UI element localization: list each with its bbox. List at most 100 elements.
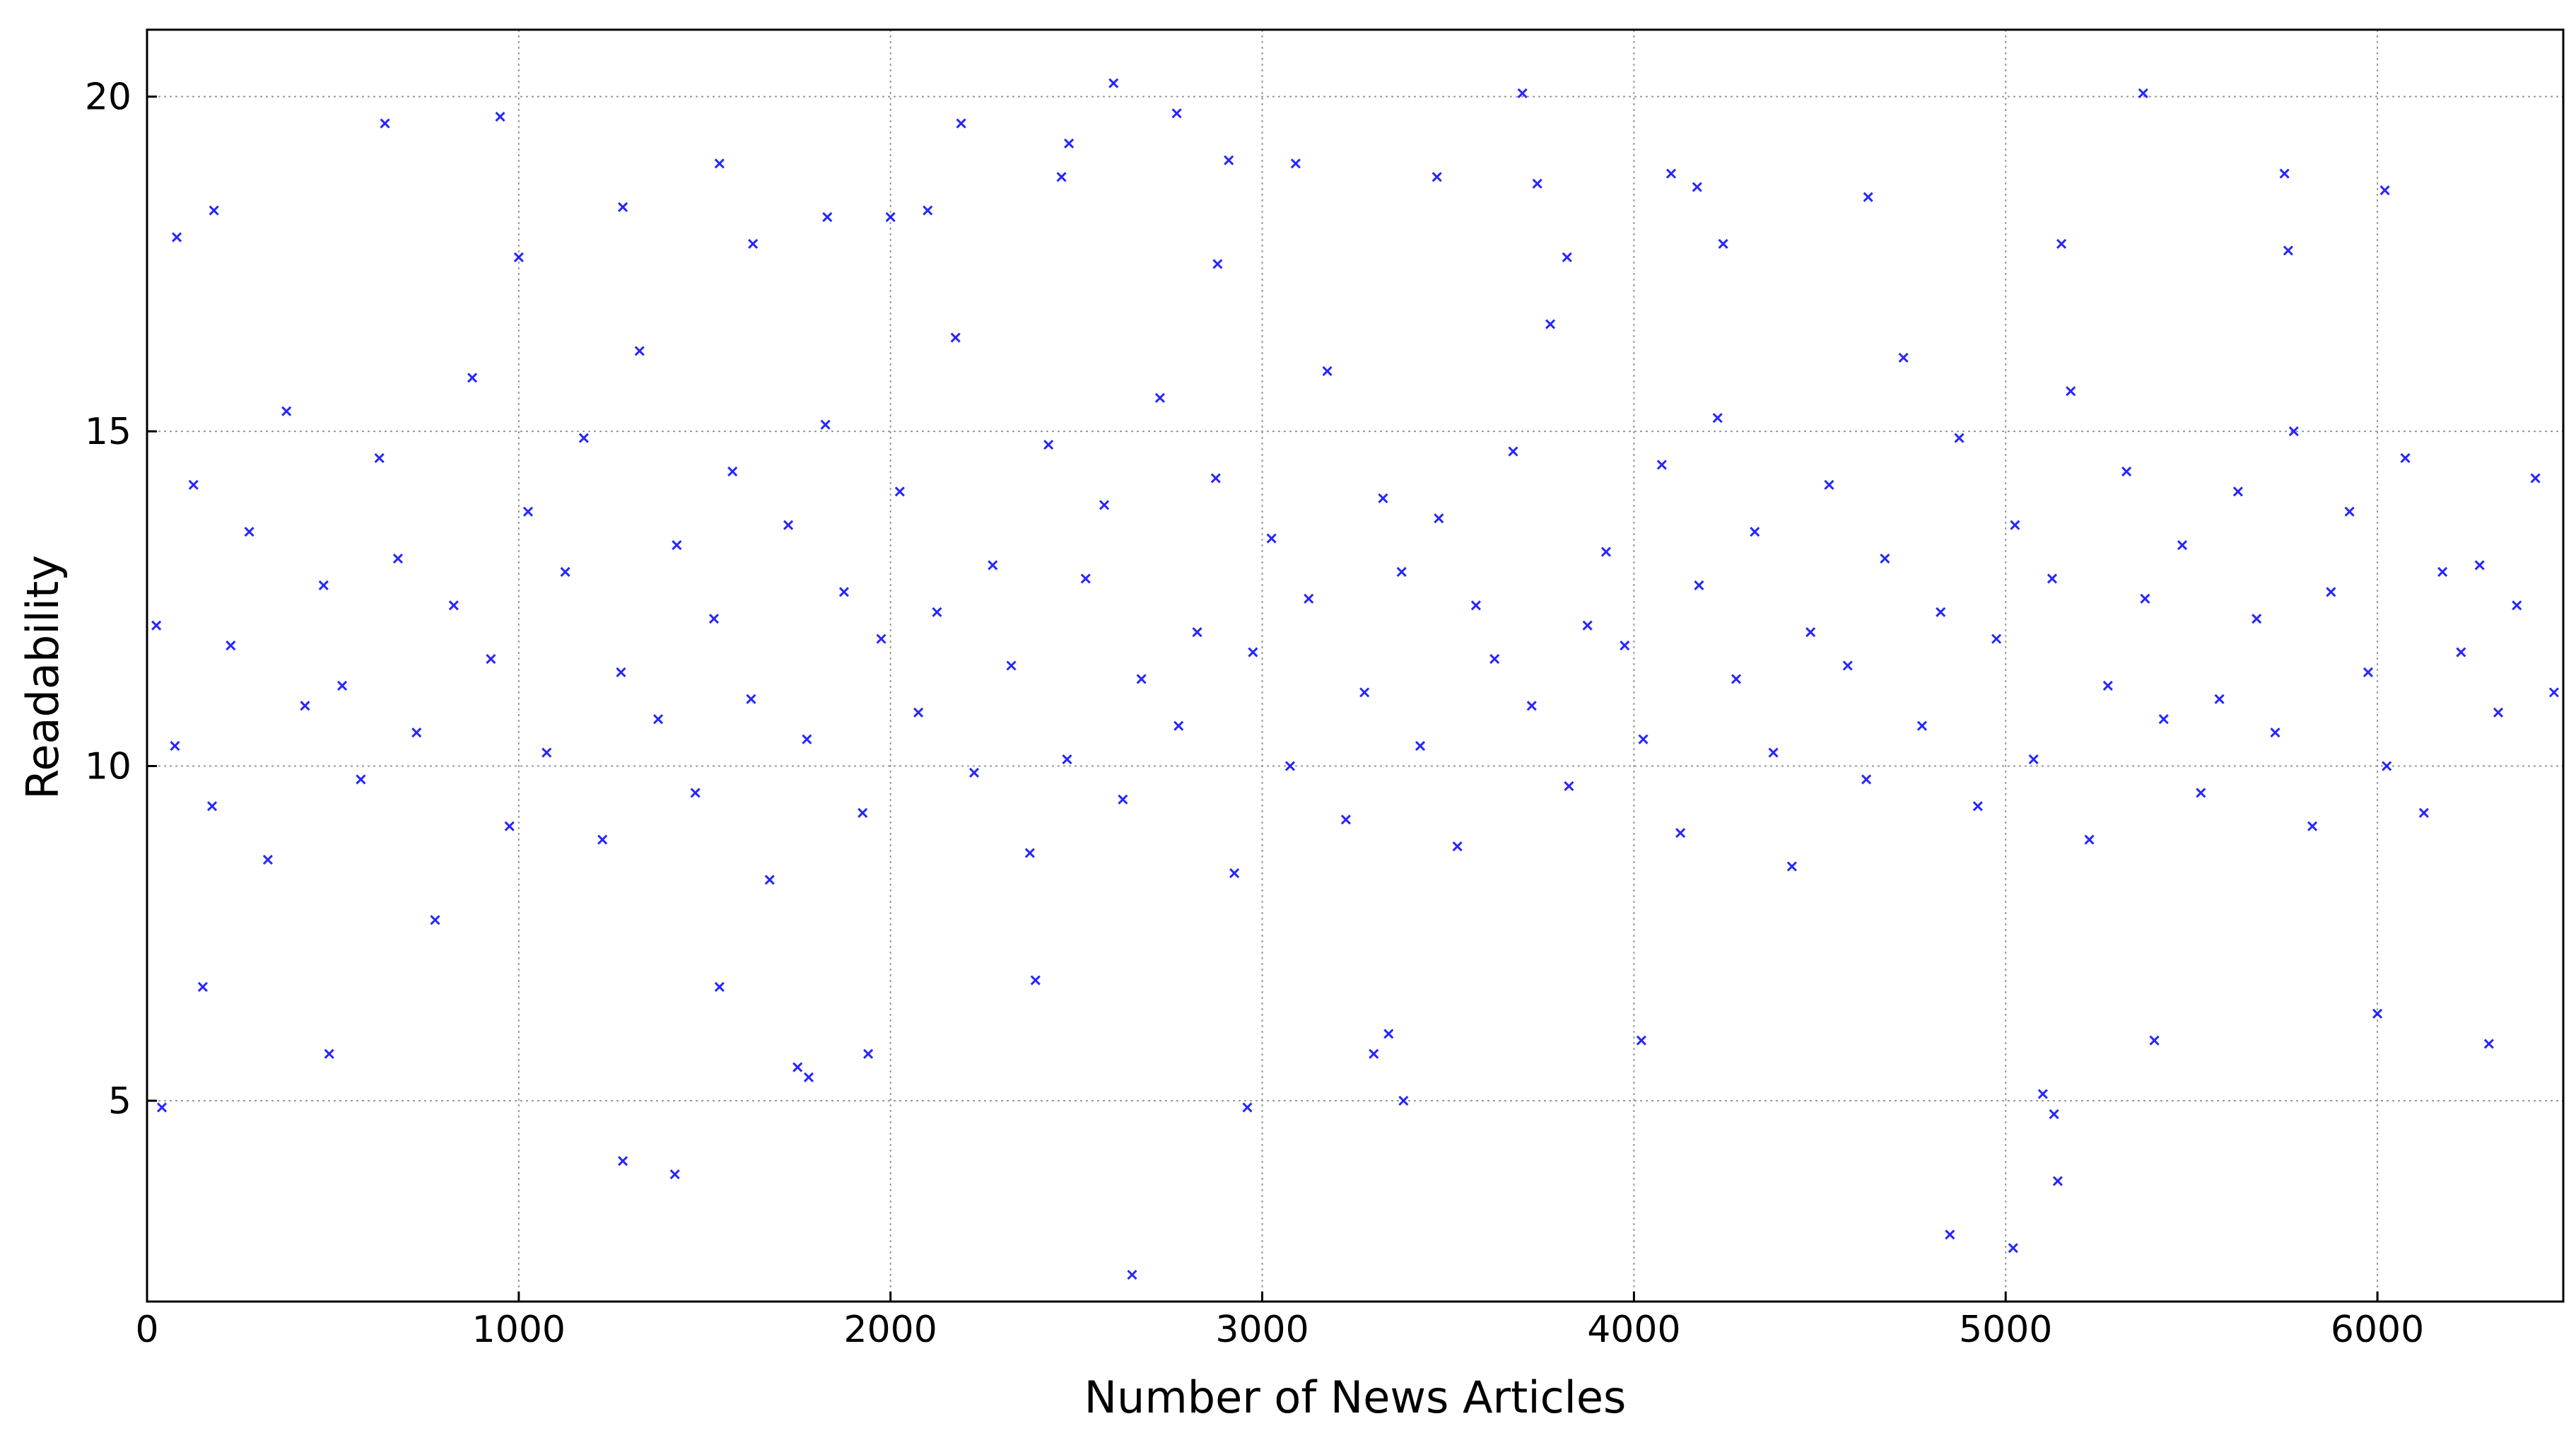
point (894, 486, 905, 497)
x-tick-label: 1000 (472, 1309, 566, 1351)
point (467, 373, 478, 383)
point (1861, 774, 1872, 785)
point (968, 767, 980, 778)
point (1322, 366, 1333, 376)
point (1383, 1029, 1394, 1039)
point (1694, 580, 1704, 590)
point (2512, 600, 2522, 611)
point (803, 1072, 814, 1082)
point (1564, 781, 1574, 791)
point (2232, 486, 2243, 497)
point (188, 479, 199, 490)
point (1284, 761, 1296, 771)
point (2400, 452, 2411, 464)
point (1517, 88, 1528, 99)
point (156, 1102, 168, 1113)
point (1712, 413, 1723, 423)
point (380, 118, 390, 129)
point (1600, 546, 1612, 557)
point (2056, 238, 2067, 250)
point (1266, 533, 1277, 544)
point (838, 587, 850, 597)
point (876, 633, 886, 644)
point (504, 821, 515, 831)
point (244, 527, 254, 537)
point (2138, 88, 2148, 99)
point (2084, 834, 2095, 845)
point (1638, 734, 1649, 744)
point (1954, 433, 1965, 443)
point (1526, 701, 1537, 711)
point (690, 788, 701, 798)
point (1936, 607, 1946, 617)
point (1545, 319, 1556, 329)
point (1656, 460, 1667, 470)
point (2047, 573, 2058, 584)
point (2307, 821, 2318, 831)
point (597, 834, 608, 845)
point (1396, 566, 1407, 578)
point (1210, 473, 1221, 484)
point (956, 118, 966, 129)
point (1489, 653, 1500, 665)
point (727, 466, 738, 477)
point (885, 212, 896, 223)
point (411, 727, 422, 738)
point (820, 419, 831, 430)
point (2049, 1109, 2059, 1119)
point (2177, 540, 2188, 551)
point (300, 701, 310, 711)
point (2437, 566, 2448, 578)
point (2283, 245, 2293, 256)
point (2326, 587, 2336, 597)
point (802, 734, 812, 744)
point (2008, 1243, 2018, 1253)
point (1378, 493, 1388, 503)
point (1863, 192, 1873, 202)
point (2288, 426, 2299, 437)
point (2214, 694, 2225, 704)
point (1056, 172, 1067, 182)
point (988, 560, 998, 571)
point (541, 747, 552, 758)
point (2102, 680, 2113, 691)
y-axis-label: Readability (17, 555, 69, 800)
x-tick-label: 0 (135, 1309, 158, 1351)
point (392, 553, 404, 564)
point (652, 714, 664, 725)
point (2456, 647, 2466, 657)
point (1024, 848, 1035, 858)
point (2066, 386, 2076, 397)
grid (146, 30, 2563, 1302)
point (2344, 506, 2355, 517)
point (1080, 573, 1091, 584)
point (634, 346, 645, 356)
point (1359, 687, 1370, 698)
point (2474, 560, 2485, 571)
point (172, 232, 182, 242)
point (1006, 660, 1017, 671)
point (863, 1048, 874, 1059)
point (1030, 975, 1041, 986)
point (1171, 108, 1182, 119)
point (1242, 1102, 1253, 1113)
point (1718, 238, 1728, 250)
point (1224, 155, 1234, 165)
point (2196, 788, 2206, 798)
point (1340, 814, 1351, 825)
y-tick-label: 5 (108, 1080, 131, 1123)
point (1805, 627, 1816, 638)
point (1136, 674, 1147, 684)
ticks: 0 1000 2000 3000 4000 5000 6000 5 10 15 20 (85, 76, 2424, 1351)
point (2372, 1008, 2383, 1019)
point (1532, 178, 1542, 189)
point (1173, 720, 1184, 731)
point (2279, 168, 2290, 179)
point (1099, 500, 1110, 510)
point (1064, 138, 1075, 149)
point (2483, 1039, 2494, 1049)
point (281, 406, 292, 416)
point (513, 252, 524, 262)
point (578, 433, 589, 443)
